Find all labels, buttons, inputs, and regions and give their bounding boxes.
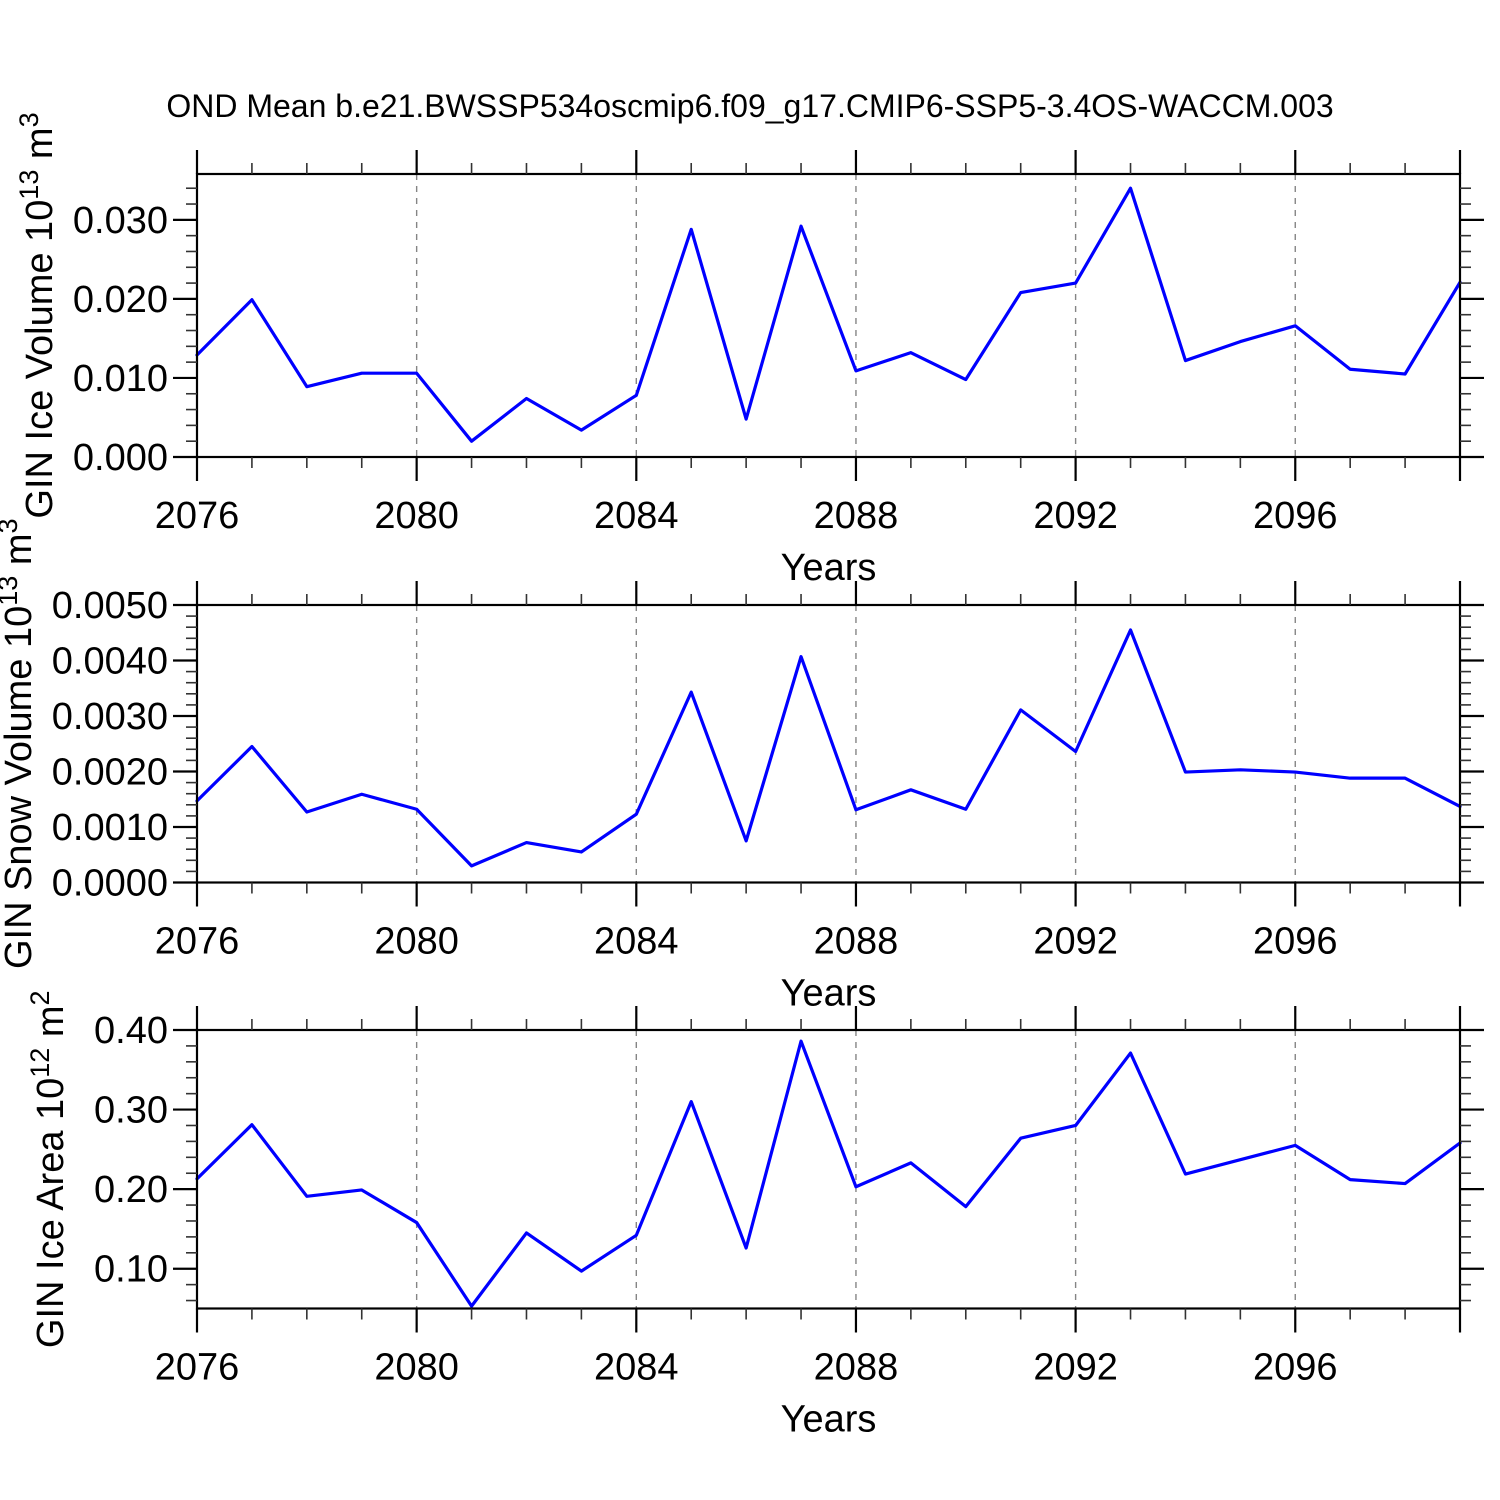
plot-frame bbox=[195, 603, 1462, 884]
y-axis-title-superscript: 3 bbox=[14, 112, 44, 127]
y-axis-title: GIN Ice Area 1012 m2 bbox=[25, 990, 72, 1348]
y-axis-title-superscript: 12 bbox=[25, 1048, 55, 1078]
y-tick-label: 0.0020 bbox=[52, 752, 168, 794]
y-tick-label: 0.0000 bbox=[52, 863, 168, 905]
y-tick-label: 0.10 bbox=[94, 1249, 168, 1291]
y-axis-title-text: GIN Snow Volume 10 bbox=[0, 606, 40, 969]
x-tick-label: 2076 bbox=[155, 495, 240, 537]
gin-ice-volume-line bbox=[195, 186, 1462, 443]
y-tick-label: 0.30 bbox=[94, 1090, 168, 1132]
x-tick-label: 2092 bbox=[1033, 495, 1118, 537]
x-tick-label: 2096 bbox=[1253, 495, 1338, 537]
gin-snow-volume-line bbox=[195, 628, 1462, 868]
x-tick-label: 2084 bbox=[594, 1347, 679, 1389]
y-tick-label: 0.0040 bbox=[52, 641, 168, 683]
gin-ice-area-line bbox=[195, 1039, 1462, 1308]
y-tick-label: 0.020 bbox=[73, 279, 168, 321]
x-tick-label: 2076 bbox=[155, 1347, 240, 1389]
x-tick-label: 2092 bbox=[1033, 921, 1118, 963]
x-tick-label: 2096 bbox=[1253, 1347, 1338, 1389]
y-axis-title-superscript: 3 bbox=[0, 518, 23, 533]
x-tick-label: 2084 bbox=[594, 921, 679, 963]
y-axis-title: GIN Ice Volume 1013 m3 bbox=[14, 112, 61, 518]
x-tick-label: 2088 bbox=[814, 921, 899, 963]
x-axis-title: Years bbox=[781, 973, 877, 1015]
plot-frame bbox=[195, 1028, 1462, 1310]
y-axis-title-text: GIN Ice Area 10 bbox=[30, 1078, 72, 1348]
x-tick-label: 2080 bbox=[374, 1347, 459, 1389]
panel-gin-snow-volume: 0.0000 0.0010 0.0020 0.0030 0.0040 0.0050 2076… bbox=[0, 518, 1484, 1015]
chart-title: OND Mean b.e21.BWSSP534oscmip6.f09_g17.C… bbox=[166, 88, 1333, 124]
y-axis-title: GIN Snow Volume 1013 m3 bbox=[0, 518, 40, 969]
x-axis-title: Years bbox=[781, 1399, 877, 1441]
y-axis-title-superscript: 2 bbox=[25, 990, 55, 1005]
y-tick-label: 0.010 bbox=[73, 358, 168, 400]
y-tick-label: 0.0030 bbox=[52, 696, 168, 738]
x-tick-label: 2092 bbox=[1033, 1347, 1118, 1389]
y-axis-title-superscript: 13 bbox=[0, 576, 23, 606]
x-axis-title: Years bbox=[781, 547, 877, 589]
y-tick-label: 0.20 bbox=[94, 1169, 168, 1211]
y-axis-title-text: m bbox=[0, 533, 40, 575]
y-tick-label: 0.0010 bbox=[52, 807, 168, 849]
y-axis-title-text: m bbox=[30, 1005, 72, 1047]
y-tick-label: 0.0050 bbox=[52, 585, 168, 627]
panel-gin-ice-volume: 0.000 0.010 0.020 0.030 2076 2080 2084 2088 2092… bbox=[14, 112, 1484, 589]
y-axis-title-text: GIN Ice Volume 10 bbox=[19, 200, 61, 519]
x-tick-label: 2096 bbox=[1253, 921, 1338, 963]
panel-gin-ice-area: 0.10 0.20 0.30 0.40 2076 2080 2084 2088 2092 2096… bbox=[25, 990, 1484, 1441]
x-tick-label: 2088 bbox=[814, 1347, 899, 1389]
x-tick-label: 2076 bbox=[155, 921, 240, 963]
x-tick-label: 2088 bbox=[814, 495, 899, 537]
x-tick-label: 2084 bbox=[594, 495, 679, 537]
x-tick-label: 2080 bbox=[374, 921, 459, 963]
y-tick-label: 0.40 bbox=[94, 1010, 168, 1052]
y-tick-label: 0.030 bbox=[73, 200, 168, 242]
y-axis-title-superscript: 13 bbox=[14, 170, 44, 200]
x-tick-label: 2080 bbox=[374, 495, 459, 537]
y-axis-title-text: m bbox=[19, 127, 61, 169]
y-tick-label: 0.000 bbox=[73, 437, 168, 479]
